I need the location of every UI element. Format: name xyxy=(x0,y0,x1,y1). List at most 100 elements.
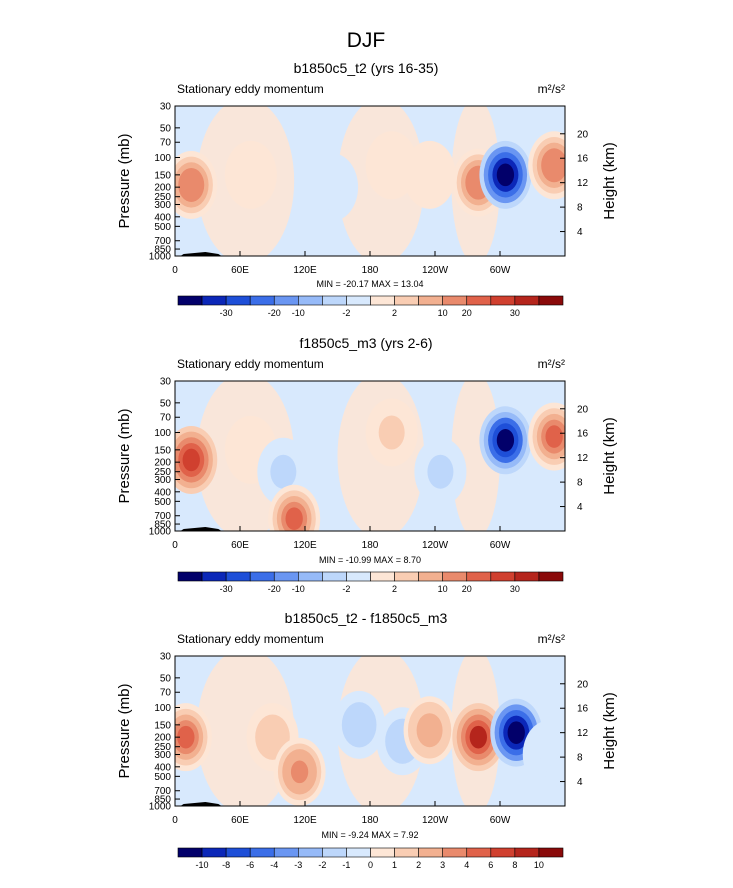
colorbar-swatch xyxy=(273,571,299,582)
colorbar-swatch xyxy=(490,295,516,306)
colorbar-swatch xyxy=(514,847,540,858)
colorbar-label: -2 xyxy=(318,860,326,870)
y-tick-label: 850 xyxy=(154,245,171,256)
colorbar-swatch xyxy=(538,295,564,306)
field-feature xyxy=(383,153,401,177)
y-axis-label: Pressure (mb) xyxy=(116,133,133,228)
y-tick-label: 200 xyxy=(154,183,171,194)
colorbar-label: 10 xyxy=(438,584,448,594)
colorbar-swatch xyxy=(418,571,443,582)
y-tick-label: 50 xyxy=(160,673,172,684)
y-tick-label: 1000 xyxy=(149,527,172,538)
y-tick-label: 400 xyxy=(154,762,171,773)
y-tick-label: 50 xyxy=(160,123,172,134)
field-feature xyxy=(431,460,450,484)
colorbar-label: -2 xyxy=(342,584,350,594)
field-feature xyxy=(242,438,260,462)
colorbar-swatch xyxy=(177,295,203,306)
y-tick-label: 100 xyxy=(154,153,171,164)
colorbar-swatch xyxy=(225,847,251,858)
colorbar-label: 10 xyxy=(438,308,448,318)
y-tick-label: 70 xyxy=(160,688,172,699)
y-tick-label: 700 xyxy=(154,236,171,247)
colorbar-swatch xyxy=(273,295,299,306)
y-tick-label: 150 xyxy=(154,170,171,181)
x-tick-label: 60W xyxy=(490,265,511,276)
colorbar-swatch xyxy=(370,847,395,858)
x-tick-label: 180 xyxy=(362,265,379,276)
colorbar-label: -1 xyxy=(342,860,350,870)
colorbar-label: 8 xyxy=(512,860,517,870)
y-tick-label: 500 xyxy=(154,222,171,233)
colorbar-swatch xyxy=(322,295,347,306)
colorbar-label: -4 xyxy=(270,860,278,870)
x-tick-label: 120W xyxy=(422,540,449,551)
plot-area xyxy=(175,381,565,531)
x-tick-label: 60E xyxy=(231,540,249,551)
y-tick-label: 30 xyxy=(160,652,172,663)
min-max-text: MIN = -9.24 MAX = 7.92 xyxy=(321,830,418,840)
height-tick-label: 16 xyxy=(577,704,589,715)
colorbar-swatch xyxy=(201,847,227,858)
colorbar-label: -20 xyxy=(268,584,281,594)
y-tick-label: 250 xyxy=(154,742,171,753)
plot-area xyxy=(175,656,565,806)
y-axis-right-label: Height (km) xyxy=(601,142,618,220)
colorbar-swatch xyxy=(201,295,227,306)
colorbar-swatch xyxy=(225,295,251,306)
units-label: m²/s² xyxy=(538,632,565,646)
y-tick-label: 100 xyxy=(154,703,171,714)
colorbar-swatch xyxy=(490,847,516,858)
y-tick-label: 850 xyxy=(154,520,171,531)
colorbar-swatch xyxy=(394,847,419,858)
x-tick-label: 120E xyxy=(293,815,317,826)
colorbar-swatch xyxy=(514,295,540,306)
x-tick-label: 120E xyxy=(293,265,317,276)
panel-subtitle: Stationary eddy momentum xyxy=(177,82,324,96)
y-axis-label: Pressure (mb) xyxy=(116,683,133,778)
plot-area xyxy=(175,106,565,256)
colorbar-label: 30 xyxy=(510,584,520,594)
x-tick-label: 0 xyxy=(172,540,178,551)
figure-title: DJF xyxy=(347,29,386,52)
field-feature xyxy=(177,725,195,749)
colorbar-label: 4 xyxy=(464,860,469,870)
panel-title: b1850c5_t2 (yrs 16-35) xyxy=(294,60,439,76)
colorbar-swatch xyxy=(346,295,371,306)
colorbar-swatch xyxy=(466,571,492,582)
height-tick-label: 4 xyxy=(577,502,583,513)
y-tick-label: 300 xyxy=(154,475,171,486)
min-max-text: MIN = -20.17 MAX = 13.04 xyxy=(316,279,423,289)
topography xyxy=(180,802,222,806)
field-feature xyxy=(545,153,563,177)
y-tick-label: 400 xyxy=(154,487,171,498)
field-feature xyxy=(290,760,309,784)
colorbar-swatch xyxy=(418,847,443,858)
field-feature xyxy=(242,163,260,187)
colorbar-swatch xyxy=(466,847,492,858)
colorbar-swatch xyxy=(394,571,419,582)
colorbar-swatch xyxy=(273,847,299,858)
y-axis-right-label: Height (km) xyxy=(601,692,618,770)
y-tick-label: 850 xyxy=(154,795,171,806)
height-tick-label: 4 xyxy=(577,227,583,238)
field-feature xyxy=(420,718,439,742)
field-feature xyxy=(496,163,515,187)
colorbar-swatch xyxy=(418,295,443,306)
height-tick-label: 4 xyxy=(577,777,583,788)
field-feature xyxy=(540,743,558,766)
colorbar-label: 2 xyxy=(416,860,421,870)
colorbar-swatch xyxy=(538,847,564,858)
colorbar-swatch xyxy=(514,571,540,582)
field-feature xyxy=(545,425,563,448)
height-tick-label: 8 xyxy=(577,478,583,489)
colorbar-swatch xyxy=(225,571,251,582)
y-tick-label: 300 xyxy=(154,200,171,211)
panel-3: b1850c5_t2 - f1850c5_m3 Stationary eddy m… xyxy=(116,610,618,870)
x-tick-label: 60W xyxy=(490,540,511,551)
y-tick-label: 70 xyxy=(160,413,172,424)
panel-subtitle: Stationary eddy momentum xyxy=(177,632,324,646)
field-feature xyxy=(420,163,439,187)
y-tick-label: 250 xyxy=(154,467,171,478)
colorbar-label: 2 xyxy=(392,308,397,318)
